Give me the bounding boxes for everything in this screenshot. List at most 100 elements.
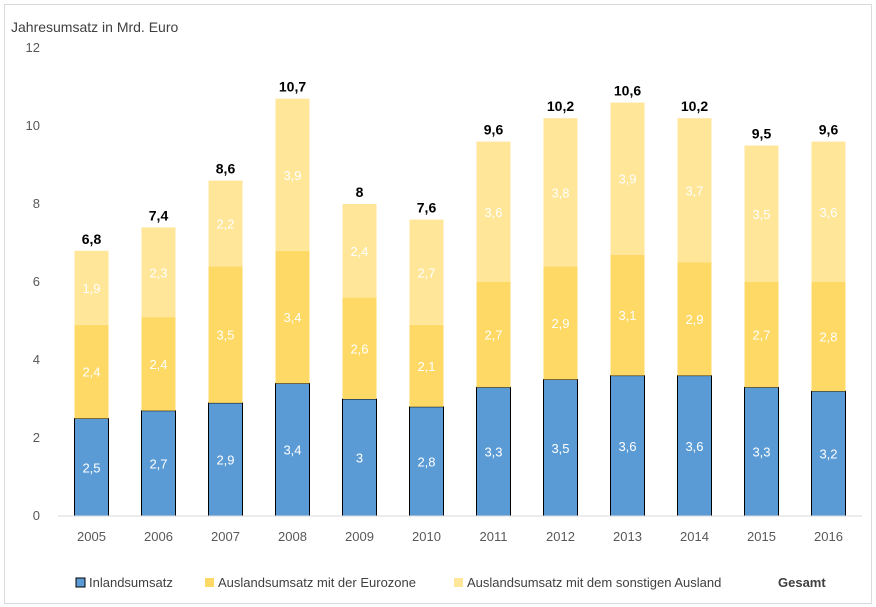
data-label: 3,3	[752, 445, 770, 460]
data-label: 3,6	[685, 439, 703, 454]
data-label: 2,4	[149, 357, 167, 372]
bar-segment	[744, 282, 779, 388]
data-label: 2,9	[551, 316, 569, 331]
bar-segment	[208, 266, 243, 403]
total-label: 6,8	[82, 231, 102, 247]
bar-segment	[74, 418, 109, 517]
legend-label: Auslandsumsatz mit dem sonstigen Ausland	[467, 575, 721, 590]
data-label: 2,4	[82, 365, 100, 380]
total-label: 7,6	[417, 200, 437, 216]
bar-segment	[610, 375, 645, 517]
x-tick-label: 2010	[412, 529, 441, 544]
data-label: 2,8	[417, 454, 435, 469]
bar-segment	[476, 282, 511, 388]
legend-swatch	[454, 578, 463, 587]
total-label: 9,6	[484, 122, 504, 138]
y-axis-title: Jahresumsatz in Mrd. Euro	[11, 19, 178, 35]
bar-segment	[811, 390, 846, 517]
bar-segment	[342, 297, 377, 399]
bar-segment	[677, 262, 712, 376]
bar-segment	[409, 324, 444, 407]
total-label: 9,5	[752, 126, 772, 142]
data-label: 2,8	[819, 330, 837, 345]
x-tick-label: 2008	[278, 529, 307, 544]
bar-segment	[811, 141, 846, 282]
data-label: 3,5	[216, 328, 234, 343]
bar-segment	[543, 118, 578, 267]
legend-swatch	[205, 578, 214, 587]
bar-segment	[275, 382, 310, 517]
y-tick-label: 12	[26, 40, 40, 55]
bar-segment	[275, 250, 310, 384]
bar-segment	[141, 410, 176, 517]
data-label: 2,7	[752, 328, 770, 343]
bar-segment	[74, 324, 109, 419]
legend: Inlandsumsatz Auslandsumsatz mit der Euro…	[75, 575, 826, 590]
bar-segment	[610, 102, 645, 255]
x-tick-label: 2012	[546, 529, 575, 544]
data-label: 3,3	[484, 445, 502, 460]
total-label: 8,6	[216, 161, 236, 177]
data-label: 3,6	[618, 439, 636, 454]
bars: 2,5 2,4 1,9 6,8 2,7 2,4 2,3 7,4 2,9 3,5 2,2 8,6 3,4 3…	[74, 79, 846, 517]
bar-segment	[342, 204, 377, 298]
bar-segment	[141, 227, 176, 318]
data-label: 3,7	[685, 183, 703, 198]
y-axis-ticks: 0 2 4 6 8 10 12	[26, 40, 40, 523]
data-label: 2,4	[350, 244, 368, 259]
x-tick-label: 2006	[144, 529, 173, 544]
bar-segment	[677, 375, 712, 517]
y-tick-label: 8	[33, 196, 40, 211]
bar-segment	[476, 141, 511, 282]
total-label: 10,2	[547, 98, 574, 114]
x-tick-label: 2005	[77, 529, 106, 544]
legend-label: Inlandsumsatz	[89, 575, 173, 590]
data-label: 3,2	[819, 447, 837, 462]
data-label: 3,5	[752, 207, 770, 222]
x-tick-label: 2007	[211, 529, 240, 544]
x-tick-label: 2009	[345, 529, 374, 544]
x-tick-label: 2011	[480, 529, 508, 544]
x-tick-label: 2013	[613, 529, 642, 544]
data-label: 2,2	[216, 217, 234, 232]
data-label: 3,4	[283, 443, 301, 458]
data-label: 2,7	[417, 265, 435, 280]
total-label: 10,6	[614, 83, 641, 99]
data-label: 3	[356, 451, 363, 466]
legend-swatch	[75, 577, 86, 588]
total-label: 8	[356, 184, 364, 200]
legend-label-total: Gesamt	[778, 575, 826, 590]
total-label: 7,4	[149, 207, 169, 223]
data-label: 2,6	[350, 341, 368, 356]
bar-segment	[409, 219, 444, 325]
y-tick-label: 10	[26, 118, 40, 133]
legend-label: Auslandsumsatz mit der Eurozone	[218, 575, 416, 590]
x-tick-label: 2015	[747, 529, 776, 544]
data-label: 2,7	[149, 456, 167, 471]
data-label: 2,5	[82, 460, 100, 475]
data-label: 2,9	[685, 312, 703, 327]
bar-segment	[744, 145, 779, 282]
bar-segment	[811, 282, 846, 392]
bar-segment	[610, 254, 645, 376]
bar-segment	[543, 266, 578, 380]
data-label: 3,9	[283, 168, 301, 183]
data-label: 1,9	[82, 281, 100, 296]
total-label: 9,6	[819, 122, 839, 138]
bar-segment	[677, 118, 712, 263]
total-label: 10,7	[279, 79, 306, 95]
bar-segment	[543, 379, 578, 517]
bar-segment	[141, 317, 176, 411]
data-label: 3,5	[551, 441, 569, 456]
x-axis-ticks: 2005 2006 2007 2008 2009 2010 2011 2012 2013 2014…	[77, 529, 843, 544]
data-label: 2,9	[216, 452, 234, 467]
data-label: 3,9	[618, 172, 636, 187]
y-tick-label: 2	[33, 430, 40, 445]
data-label: 2,3	[149, 265, 167, 280]
data-label: 3,1	[618, 308, 636, 323]
y-tick-label: 4	[33, 352, 40, 367]
data-label: 3,6	[484, 205, 502, 220]
y-tick-label: 0	[33, 508, 40, 523]
data-label: 2,7	[484, 328, 502, 343]
